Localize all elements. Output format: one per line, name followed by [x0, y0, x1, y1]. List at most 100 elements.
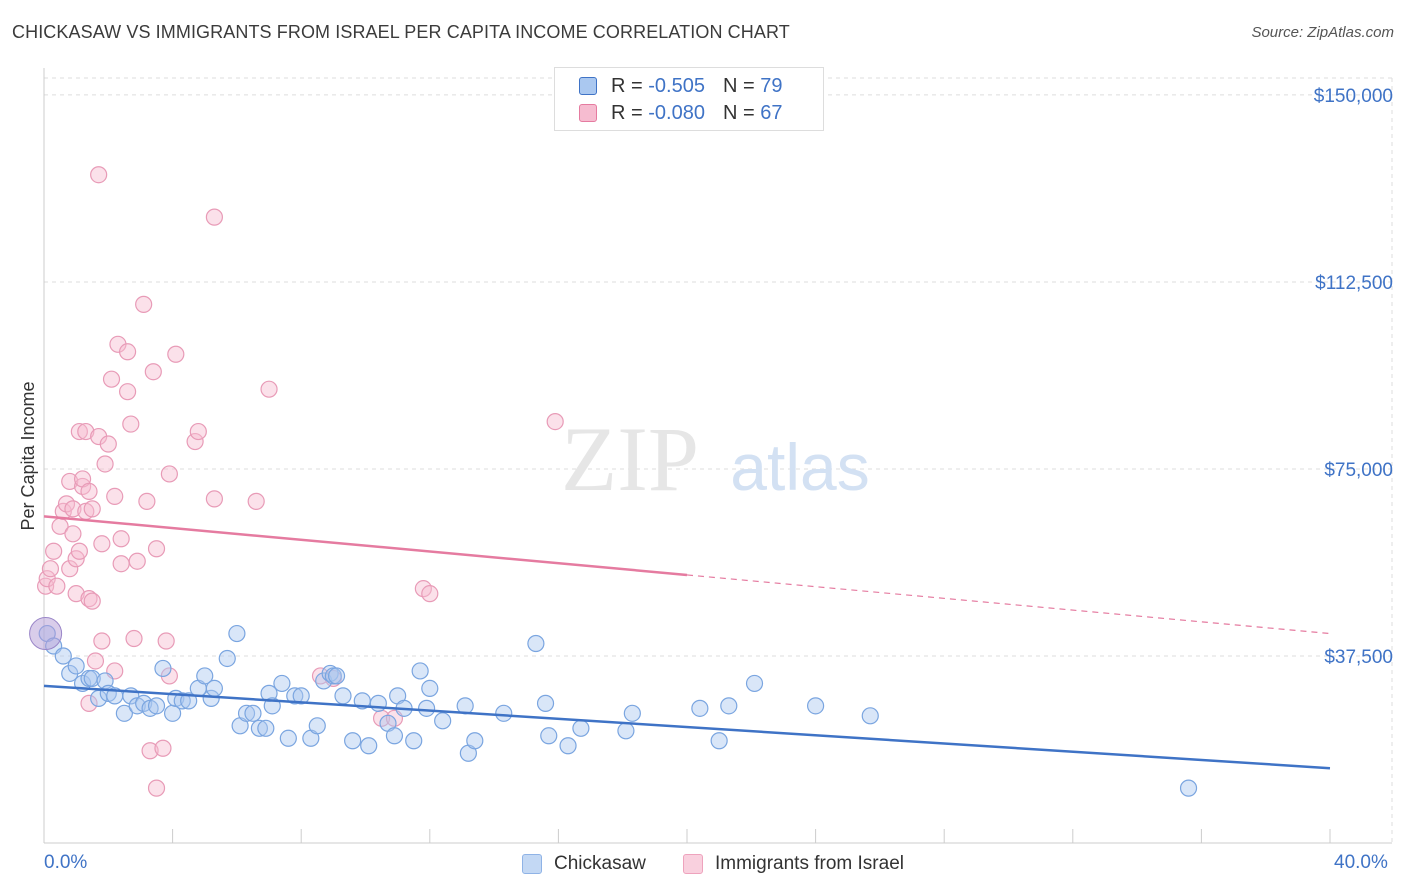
data-point — [218, 649, 236, 668]
data-point — [125, 629, 143, 648]
stats-legend-row-chickasaw: R = -0.505 N = 79 — [579, 74, 782, 98]
data-point — [80, 694, 98, 712]
data-point — [67, 657, 85, 675]
data-point — [273, 674, 291, 693]
x-axis-max-label: 40.0% — [1334, 852, 1388, 873]
data-point — [54, 647, 72, 665]
data-point — [154, 739, 172, 757]
data-point — [135, 295, 153, 313]
data-point — [572, 719, 590, 737]
data-point — [334, 687, 352, 705]
legend-item-israel: Immigrants from Israel — [683, 851, 904, 877]
data-point — [196, 667, 214, 685]
watermark-zip: ZIP — [561, 408, 699, 510]
stats-legend-row-israel: R = -0.080 N = 67 — [579, 101, 782, 125]
data-point — [411, 662, 429, 680]
data-point — [540, 727, 558, 745]
data-point — [106, 487, 124, 505]
trend-line-israel — [43, 515, 688, 577]
data-point — [160, 465, 178, 483]
data-point — [186, 432, 204, 451]
watermark-atlas: atlas — [730, 430, 869, 504]
axes — [43, 68, 1393, 844]
data-point — [806, 697, 825, 715]
data-point — [45, 542, 63, 560]
chickasaw-swatch — [579, 77, 597, 95]
data-point — [617, 722, 635, 740]
data-point — [70, 422, 88, 441]
trend-lines — [43, 515, 1331, 770]
data-point — [861, 707, 879, 725]
chart-title: CHICKASAW VS IMMIGRANTS FROM ISRAEL PER … — [12, 22, 790, 42]
data-point — [80, 482, 98, 501]
data-point — [80, 590, 98, 608]
data-point — [154, 659, 172, 678]
data-point — [93, 535, 111, 553]
data-point — [128, 552, 146, 570]
data-point — [559, 737, 577, 755]
data-point — [115, 704, 133, 722]
data-point — [228, 624, 246, 643]
data-point — [77, 422, 95, 441]
data-point — [102, 370, 121, 388]
data-point — [61, 560, 79, 578]
data-point — [173, 692, 191, 710]
data-point — [369, 694, 387, 712]
data-point — [122, 415, 140, 433]
data-point — [41, 560, 60, 578]
data-point — [205, 679, 223, 698]
data-point — [260, 380, 278, 398]
series-chickasaw — [29, 617, 1198, 797]
data-point — [344, 732, 362, 750]
data-point — [527, 634, 545, 653]
data-point — [167, 345, 185, 363]
data-point — [745, 674, 764, 693]
legend-item-chickasaw: Chickasaw — [522, 851, 646, 877]
data-point — [112, 555, 130, 573]
data-point — [112, 530, 130, 548]
data-point — [710, 732, 728, 750]
data-point — [144, 363, 162, 381]
r-value: -0.505 — [648, 74, 705, 97]
data-point — [147, 779, 166, 797]
data-point — [96, 455, 114, 473]
y-tick-label: $150,000 — [1314, 86, 1393, 107]
n-label: N = — [722, 74, 755, 97]
data-point — [691, 699, 709, 717]
y-tick-label: $112,500 — [1315, 273, 1393, 294]
data-point — [99, 435, 117, 453]
data-point — [64, 500, 82, 518]
data-point — [180, 692, 198, 710]
chickasaw-legend-swatch — [522, 854, 542, 874]
data-point — [147, 540, 166, 558]
data-point — [83, 669, 101, 688]
data-point — [205, 490, 223, 508]
data-point — [118, 383, 137, 401]
n-value: 79 — [760, 74, 783, 97]
data-point — [70, 542, 88, 560]
y-tick-label: $75,000 — [1324, 460, 1393, 481]
data-point — [623, 704, 641, 722]
israel-swatch — [579, 104, 597, 122]
data-point — [308, 717, 326, 735]
r-value: -0.080 — [648, 101, 705, 124]
data-point — [83, 592, 101, 610]
y-tick-label: $37,500 — [1324, 647, 1393, 668]
y-tick-labels: $37,500 $75,000 $112,500 $150,000 — [1314, 86, 1393, 668]
r-label: R = — [611, 101, 643, 124]
trend-line-israel-extrapolated — [686, 574, 1331, 635]
data-point — [67, 585, 85, 603]
data-point — [292, 687, 310, 705]
data-point — [64, 525, 82, 543]
data-point — [202, 689, 220, 707]
data-point — [189, 422, 207, 441]
data-point — [546, 412, 564, 431]
n-label: N = — [722, 101, 755, 124]
data-point — [157, 632, 175, 650]
data-point — [247, 492, 265, 510]
watermark: ZIP atlas — [561, 408, 870, 510]
data-point — [257, 719, 275, 737]
y-axis-title: Per Capita Income — [18, 381, 38, 530]
data-point — [147, 697, 166, 715]
